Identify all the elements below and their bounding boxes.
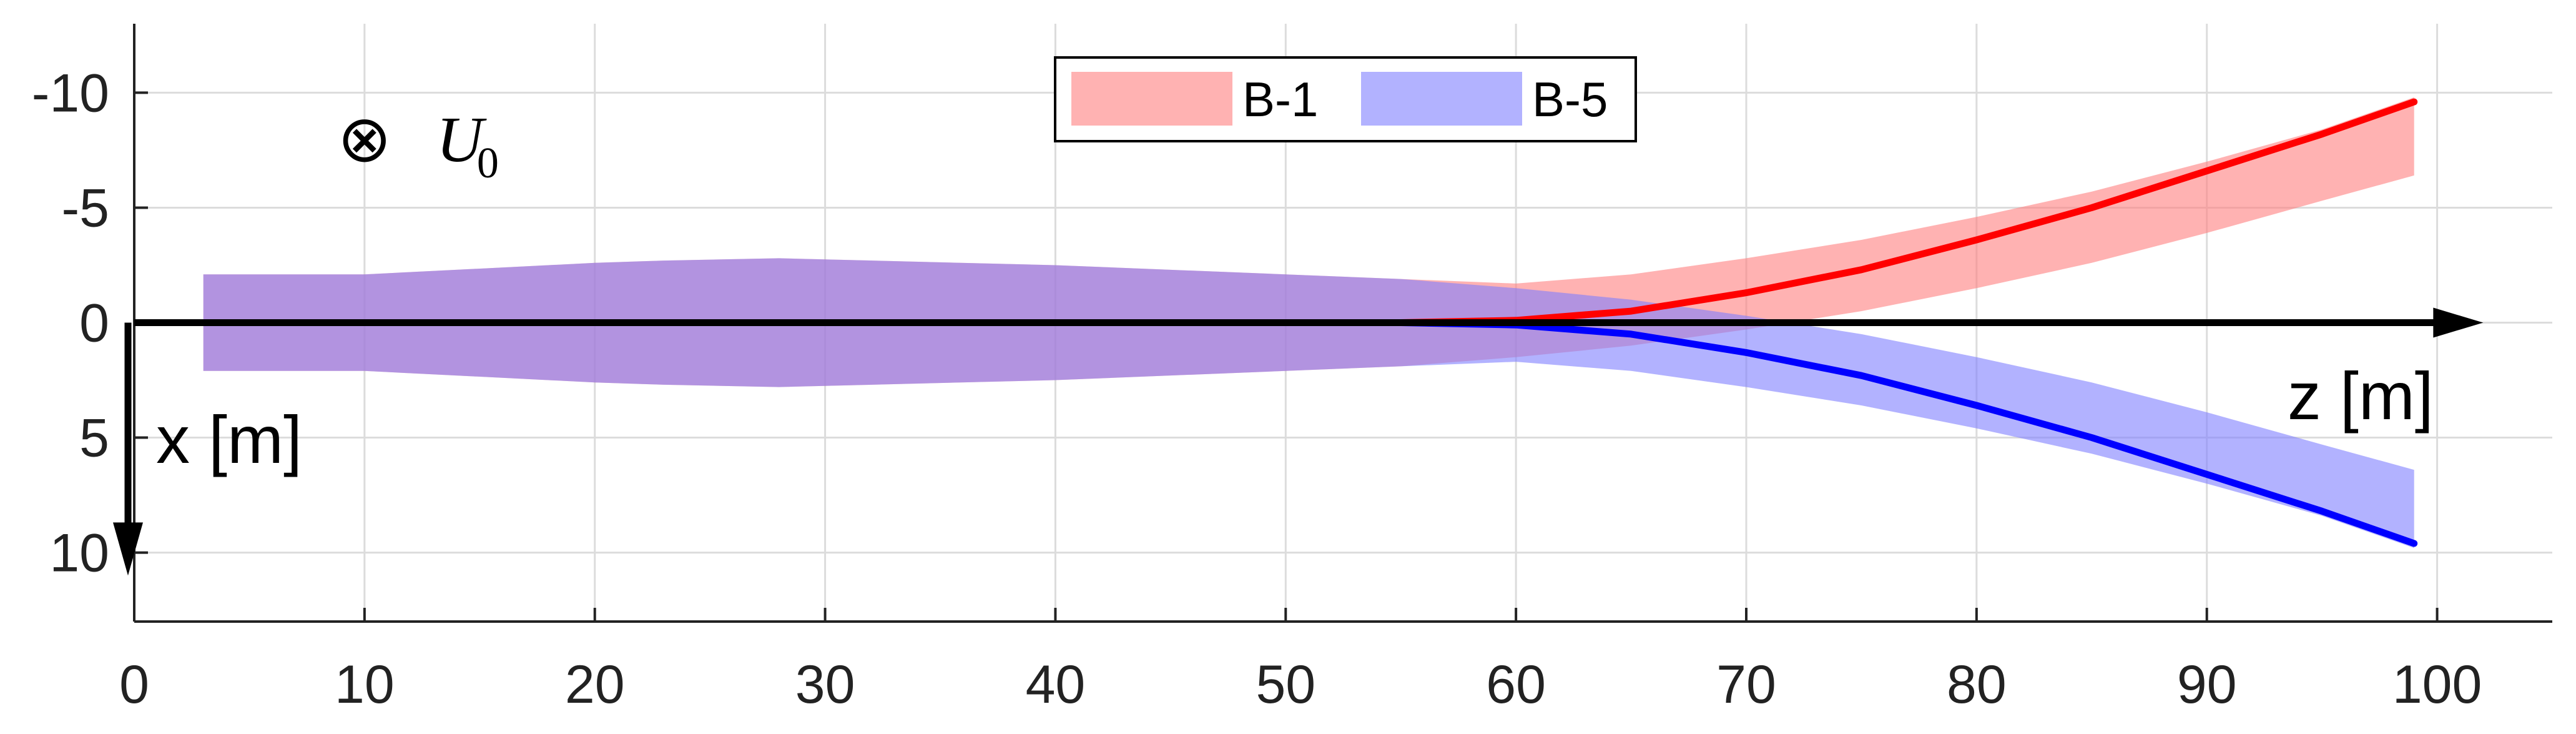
x-axis-label: z [m] xyxy=(2288,358,2434,434)
legend-label-b1: B-1 xyxy=(1242,72,1318,127)
x-tick-label: 50 xyxy=(1256,655,1315,715)
y-axis-label: x [m] xyxy=(156,402,302,477)
legend: B-1 B-5 xyxy=(1054,56,1637,142)
y-tick-label: 10 xyxy=(49,523,109,583)
y-tick-label: -5 xyxy=(62,178,109,238)
legend-swatch-b5 xyxy=(1361,72,1522,126)
x-tick-label: 40 xyxy=(1026,655,1086,715)
x-tick-label: 100 xyxy=(2392,655,2482,715)
flow-velocity-subscript: 0 xyxy=(477,139,499,187)
flow-annotation: ⊗ U 0 xyxy=(337,101,499,187)
flow-velocity-label: U xyxy=(436,104,487,176)
tick-labels: 0 10 20 30 40 50 60 70 80 90 100 -10 -5 0 5 10 xyxy=(32,63,2482,715)
x-tick-label: 60 xyxy=(1486,655,1546,715)
x-tick-label: 30 xyxy=(795,655,855,715)
x-tick-label: 90 xyxy=(2177,655,2237,715)
x-tick-label: 10 xyxy=(335,655,395,715)
y-tick-label: -10 xyxy=(32,63,109,123)
x-tick-label: 0 xyxy=(119,655,149,715)
coordinate-arrows xyxy=(113,307,2484,576)
into-page-symbol-icon: ⊗ xyxy=(337,101,391,177)
confidence-bands xyxy=(203,97,2414,548)
legend-label-b5: B-5 xyxy=(1532,72,1608,127)
x-tick-label: 20 xyxy=(565,655,625,715)
x-tick-label: 70 xyxy=(1716,655,1776,715)
x-axis-arrow-head-icon xyxy=(113,522,143,576)
center-line-b-5 xyxy=(1397,319,2418,547)
y-tick-label: 5 xyxy=(79,409,109,469)
center-line-b-1 xyxy=(1397,98,2418,326)
center-lines xyxy=(1397,98,2418,547)
legend-swatch-b1 xyxy=(1071,72,1232,126)
x-tick-label: 80 xyxy=(1947,655,2007,715)
band-b-5 xyxy=(203,258,2414,548)
axes-frame xyxy=(133,24,2552,623)
y-tick-label: 0 xyxy=(79,294,109,354)
z-axis-arrow-head-icon xyxy=(2433,307,2484,338)
